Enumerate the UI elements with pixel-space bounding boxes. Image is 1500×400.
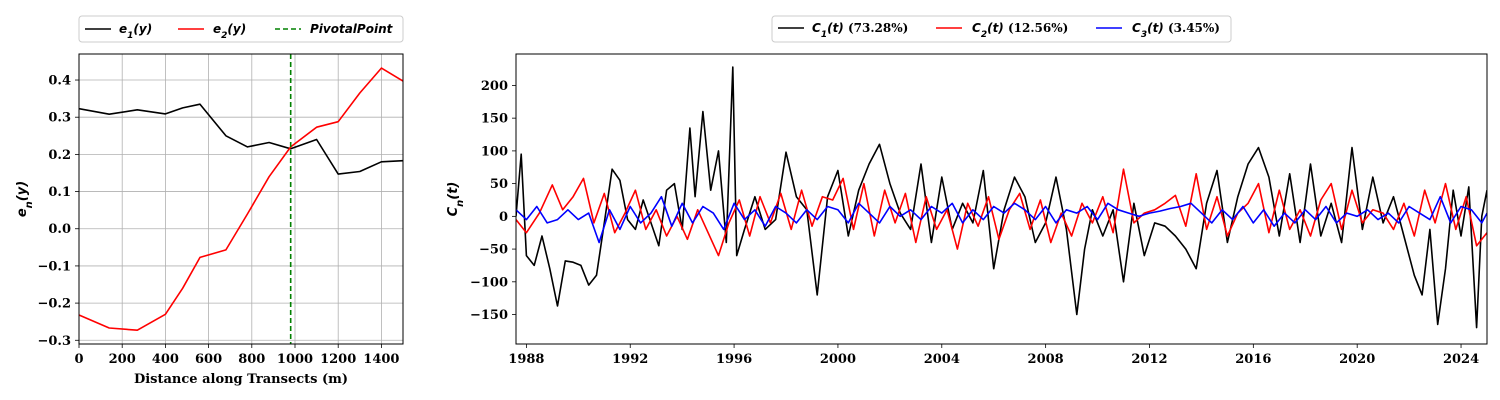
legend-c3-pct: (3.45%) [1168, 21, 1220, 35]
left-y-tick-label: −0.2 [37, 297, 71, 312]
right-x-tick-label: 2024 [1443, 352, 1479, 367]
left-x-tick-label: 200 [109, 352, 136, 367]
legend-c1-pct: (73.28%) [848, 21, 908, 35]
right-x-tick-label: 2016 [1235, 352, 1271, 367]
right-x-tick-label: 1992 [612, 352, 648, 367]
left-series-layer [79, 54, 403, 344]
legend-c2-label: C2(t) (12.56%) [972, 21, 1068, 40]
left-x-tick-label: 1000 [277, 352, 313, 367]
right-x-tick-label: 2012 [1131, 352, 1167, 367]
left-x-ticks: 0 200 400 600 800 1000 1200 1400 [74, 344, 399, 367]
right-chart: 1988 1992 1996 2000 2004 2008 2012 2016 2020 2024… [446, 15, 1488, 367]
legend-pivot-label: PivotalPoint [310, 22, 394, 36]
right-y-tick-label: −50 [479, 243, 508, 258]
right-legend-box [771, 15, 1232, 43]
left-grid [78, 54, 403, 344]
right-legend: C1(t) (73.28%) C2(t) (12.56%) C3(t) (3.4… [771, 15, 1232, 43]
left-series-e2y [79, 67, 403, 332]
left-x-tick-label: 600 [195, 352, 222, 367]
right-x-tick-label: 2020 [1339, 352, 1375, 367]
left-x-tick-label: 1200 [320, 352, 356, 367]
right-y-tick-label: 0 [499, 210, 508, 225]
right-y-tick-label: 50 [490, 177, 508, 192]
left-x-tick-label: 0 [74, 352, 83, 367]
left-series-e1y [79, 103, 403, 175]
left-x-tick-label: 800 [238, 352, 265, 367]
left-legend: e1(y) e2(y) PivotalPoint [78, 15, 404, 43]
left-plot-frame [78, 53, 404, 345]
right-y-tick-label: 150 [481, 112, 508, 127]
left-y-tick-label: −0.3 [37, 334, 71, 349]
right-x-tick-label: 2004 [924, 352, 960, 367]
left-y-tick-label: −0.1 [37, 259, 71, 274]
right-y-tick-label: −100 [470, 275, 508, 290]
left-chart: 0 200 400 600 800 1000 1200 1400 −0.3 −0.2 −0.1 0.… [15, 15, 404, 387]
right-x-tick-label: 1996 [716, 352, 752, 367]
right-x-tick-label: 2008 [1028, 352, 1064, 367]
right-y-tick-label: −150 [470, 308, 508, 323]
right-series-c3t [516, 195, 1487, 244]
left-y-axis-label: en(y) [15, 181, 35, 217]
right-y-tick-label: 200 [481, 79, 508, 94]
left-x-tick-label: 1400 [363, 352, 399, 367]
left-y-tick-label: 0.1 [48, 185, 71, 200]
left-x-tick-label: 400 [152, 352, 179, 367]
right-y-tick-label: 100 [481, 144, 508, 159]
left-y-ticks: −0.3 −0.2 −0.1 0.0 0.1 0.2 0.3 0.4 [37, 74, 79, 349]
right-y-ticks: −150 −100 −50 0 50 100 150 200 [470, 79, 516, 323]
legend-c2-pct: (12.56%) [1008, 21, 1068, 35]
right-series-layer [516, 66, 1487, 329]
right-y-axis-label: Cn(t) [446, 182, 466, 217]
right-plot-frame [515, 53, 1488, 345]
right-x-ticks: 1988 1992 1996 2000 2004 2008 2012 2016 2020 2024 [508, 344, 1479, 367]
right-x-tick-label: 1988 [508, 352, 544, 367]
left-legend-box [78, 15, 404, 43]
left-y-tick-label: 0.2 [48, 148, 71, 163]
left-x-axis-label: Distance along Transects (m) [134, 372, 348, 387]
right-x-tick-label: 2000 [820, 352, 856, 367]
left-y-tick-label: 0.4 [48, 74, 71, 89]
left-y-tick-label: 0.3 [48, 111, 71, 126]
right-series-c2t [516, 168, 1487, 257]
left-y-tick-label: 0.0 [48, 222, 71, 237]
